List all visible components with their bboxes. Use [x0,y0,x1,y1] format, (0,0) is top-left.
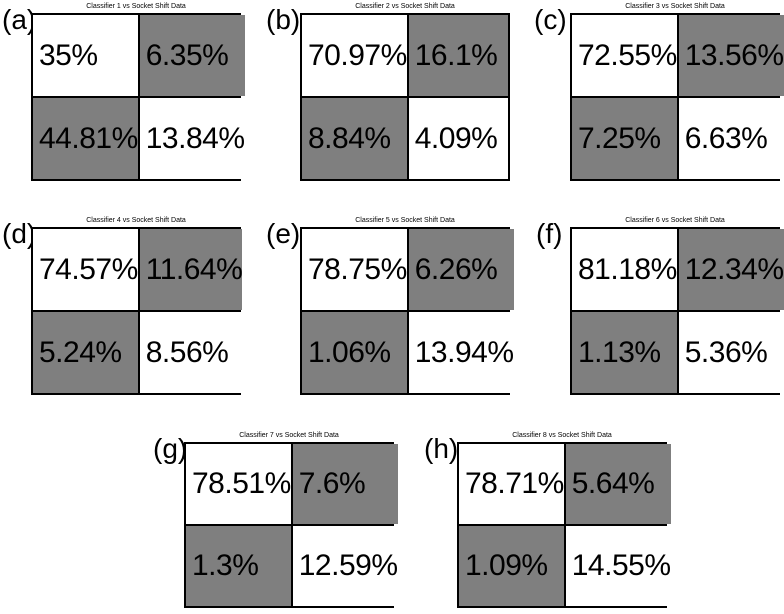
confusion-matrix: 78.71% 5.64% 1.09% 14.55% [457,442,671,608]
panel-label: (f) [536,218,563,249]
matrix-cell: 78.75% [302,229,407,310]
matrix-cell: 12.59% [292,526,398,606]
panel-label: (c) [534,4,567,35]
matrix-cell: 13.84% [139,98,245,179]
panel-title: Classifier 8 vs Socket Shift Data [512,432,612,439]
confusion-matrix: 72.55% 13.56% 7.25% 6.63% [570,13,784,181]
confusion-matrix: 70.97% 16.1% 8.84% 4.09% [300,13,510,181]
matrix-cell: 12.34% [678,229,784,310]
matrix-cell: 1.13% [572,312,677,393]
panel-title: Classifier 7 vs Socket Shift Data [239,432,339,439]
matrix-cell: 7.25% [572,98,677,179]
matrix-cell: 5.64% [565,444,671,524]
matrix-cell: 1.3% [186,526,291,606]
matrix-cell: 5.36% [678,312,784,393]
confusion-matrix: 78.51% 7.6% 1.3% 12.59% [184,442,398,608]
matrix-cell: 14.55% [565,526,671,606]
matrix-cell: 6.35% [139,15,245,96]
matrix-cell: 35% [33,15,138,96]
matrix-cell: 74.57% [33,229,138,310]
confusion-matrix: 81.18% 12.34% 1.13% 5.36% [570,227,784,395]
matrix-cell: 7.6% [292,444,398,524]
matrix-cell: 6.26% [408,229,514,310]
panel-label: (a) [2,4,37,35]
panel-title: Classifier 4 vs Socket Shift Data [86,217,186,224]
matrix-cell: 78.71% [459,444,564,524]
matrix-cell: 16.1% [408,15,508,96]
matrix-cell: 6.63% [678,98,784,179]
matrix-cell: 72.55% [572,15,677,96]
matrix-cell: 78.51% [186,444,291,524]
panel-title: Classifier 5 vs Socket Shift Data [355,217,455,224]
panel-label: (e) [266,218,301,249]
matrix-cell: 1.09% [459,526,564,606]
matrix-cell: 70.97% [302,15,407,96]
panel-title: Classifier 6 vs Socket Shift Data [625,217,725,224]
panel-title: Classifier 2 vs Socket Shift Data [355,3,455,10]
matrix-cell: 81.18% [572,229,677,310]
matrix-cell: 13.94% [408,312,514,393]
panel-title: Classifier 1 vs Socket Shift Data [86,3,186,10]
matrix-cell: 1.06% [302,312,407,393]
matrix-cell: 8.84% [302,98,407,179]
matrix-cell: 5.24% [33,312,138,393]
panel-label: (h) [424,433,459,464]
panel-label: (g) [153,433,188,464]
confusion-matrix: 35% 6.35% 44.81% 13.84% [31,13,245,181]
matrix-cell: 13.56% [678,15,784,96]
confusion-matrix: 78.75% 6.26% 1.06% 13.94% [300,227,514,395]
matrix-cell: 44.81% [33,98,138,179]
matrix-cell: 8.56% [139,312,243,393]
matrix-cell: 11.64% [139,229,243,310]
panel-title: Classifier 3 vs Socket Shift Data [625,3,725,10]
panel-label: (b) [266,4,301,35]
confusion-matrix: 74.57% 11.64% 5.24% 8.56% [31,227,243,395]
matrix-cell: 4.09% [408,98,508,179]
panel-label: (d) [2,218,37,249]
